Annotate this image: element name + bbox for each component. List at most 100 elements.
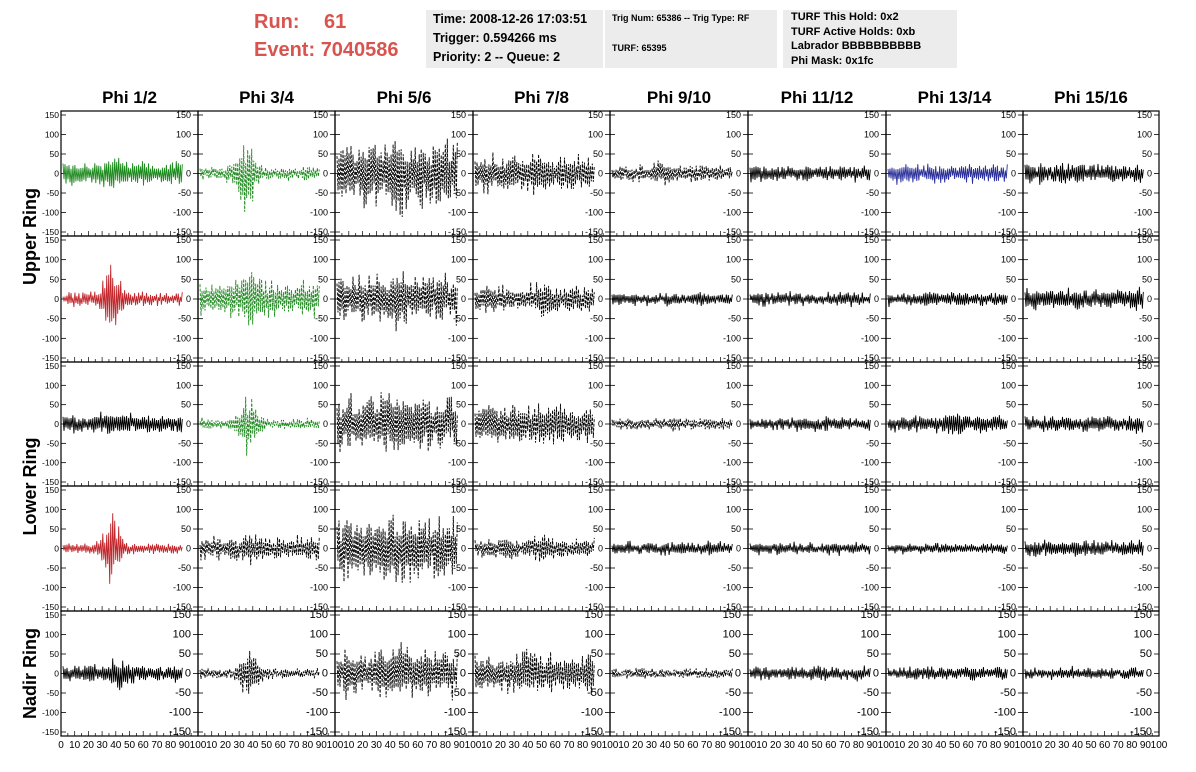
y-tick-label: 50 — [1006, 274, 1016, 284]
y-tick-label: 150 — [310, 609, 328, 621]
y-tick-label: 150 — [585, 609, 603, 621]
waveform-trace — [749, 541, 871, 556]
y-tick-label: 0 — [461, 169, 466, 179]
run-line: Run: 61 — [254, 8, 399, 36]
x-tick-label: 40 — [798, 740, 810, 751]
y-tick-label: 150 — [173, 609, 191, 621]
y-tick-label: -100 — [169, 707, 191, 719]
y-tick-label: 0 — [322, 668, 328, 680]
y-tick-label: -150 — [1134, 477, 1152, 487]
y-tick-label: 150 — [45, 235, 59, 245]
y-tick-label: 100 — [1134, 629, 1152, 641]
x-tick-label: 10 — [481, 740, 493, 751]
x-tick-label: 30 — [1058, 740, 1070, 751]
y-tick-label: -100 — [42, 208, 59, 218]
y-tick-label: -150 — [719, 726, 741, 738]
y-tick-label: -50 — [590, 438, 603, 448]
y-tick-label: 0 — [736, 294, 741, 304]
y-tick-label: 0 — [1146, 668, 1152, 680]
y-tick-label: 100 — [1001, 130, 1016, 140]
y-tick-label: 0 — [1011, 419, 1016, 429]
y-tick-label: 100 — [313, 130, 328, 140]
y-tick-label: -50 — [590, 563, 603, 573]
y-tick-label: 0 — [461, 294, 466, 304]
y-tick-label: 50 — [593, 524, 603, 534]
y-tick-label: 50 — [1006, 400, 1016, 410]
x-tick-label: 30 — [922, 740, 934, 751]
y-tick-label: -150 — [448, 353, 466, 363]
y-tick-label: -100 — [42, 333, 59, 343]
y-tick-label: 150 — [451, 361, 466, 371]
y-tick-label: -100 — [581, 707, 603, 719]
y-tick-label: -100 — [310, 333, 328, 343]
y-tick-label: 100 — [310, 629, 328, 641]
y-tick-label: -150 — [448, 227, 466, 237]
waveform-trace — [62, 157, 183, 188]
y-tick-label: -150 — [998, 602, 1016, 612]
y-tick-label: 150 — [726, 361, 741, 371]
y-tick-label: -50 — [1003, 563, 1016, 573]
y-tick-label: 150 — [451, 235, 466, 245]
y-tick-label: -100 — [585, 333, 603, 343]
priority-line: Priority: 2 -- Queue: 2 — [433, 50, 561, 64]
y-tick-label: 0 — [597, 668, 603, 680]
x-tick-label: 100 — [1151, 740, 1168, 751]
x-tick-label: 90 — [316, 740, 328, 751]
y-tick-label: -50 — [866, 563, 879, 573]
x-tick-label: 60 — [1099, 740, 1111, 751]
y-tick-label: 0 — [1011, 169, 1016, 179]
y-tick-label: 0 — [1011, 294, 1016, 304]
x-tick-label: 20 — [908, 740, 920, 751]
y-tick-label: -100 — [448, 208, 466, 218]
y-tick-label: -100 — [994, 707, 1016, 719]
waveform-trace — [1024, 415, 1144, 434]
x-tick-label: 50 — [124, 740, 136, 751]
y-tick-label: 100 — [451, 255, 466, 265]
x-tick-label: 90 — [591, 740, 603, 751]
y-tick-label: -150 — [723, 602, 741, 612]
y-tick-label: -100 — [861, 208, 879, 218]
waveform-trace — [62, 658, 183, 691]
y-tick-label: 100 — [451, 380, 466, 390]
y-tick-label: -150 — [310, 227, 328, 237]
waveform-trace — [611, 418, 733, 432]
y-tick-label: 0 — [54, 419, 59, 429]
y-tick-label: 150 — [726, 485, 741, 495]
y-tick-label: 0 — [735, 668, 741, 680]
y-tick-label: 150 — [313, 361, 328, 371]
y-tick-label: -50 — [47, 688, 60, 698]
x-tick-label: 30 — [371, 740, 383, 751]
y-tick-label: 0 — [598, 544, 603, 554]
x-tick-label: 70 — [1113, 740, 1125, 751]
y-tick-label: -150 — [723, 353, 741, 363]
y-tick-label: 100 — [588, 130, 603, 140]
y-tick-label: -150 — [310, 477, 328, 487]
y-tick-label: 100 — [176, 505, 191, 515]
waveform-trace — [474, 282, 595, 317]
x-tick-label: 20 — [495, 740, 507, 751]
y-tick-label: 100 — [45, 380, 59, 390]
x-tick-label: 30 — [784, 740, 796, 751]
trigger-line: Trigger: 0.594266 ms — [433, 31, 557, 45]
y-tick-label: 150 — [998, 609, 1016, 621]
y-tick-label: -50 — [866, 188, 879, 198]
y-tick-label: -100 — [585, 583, 603, 593]
y-tick-label: 150 — [1001, 235, 1016, 245]
x-tick-label: 40 — [1072, 740, 1084, 751]
y-tick-label: 0 — [323, 544, 328, 554]
y-tick-label: -100 — [723, 333, 741, 343]
y-tick-label: -150 — [585, 477, 603, 487]
y-tick-label: 150 — [451, 110, 466, 120]
waveform-trace — [199, 272, 320, 326]
y-tick-label: -100 — [861, 458, 879, 468]
y-tick-label: 100 — [176, 255, 191, 265]
x-tick-label: 100 — [878, 740, 895, 751]
y-tick-label: -50 — [1136, 687, 1152, 699]
y-tick-label: 100 — [45, 505, 59, 515]
y-tick-label: -100 — [448, 458, 466, 468]
y-tick-label: -50 — [178, 188, 191, 198]
x-tick-label: 10 — [343, 740, 355, 751]
x-tick-label: 90 — [454, 740, 466, 751]
y-tick-label: 0 — [873, 668, 879, 680]
